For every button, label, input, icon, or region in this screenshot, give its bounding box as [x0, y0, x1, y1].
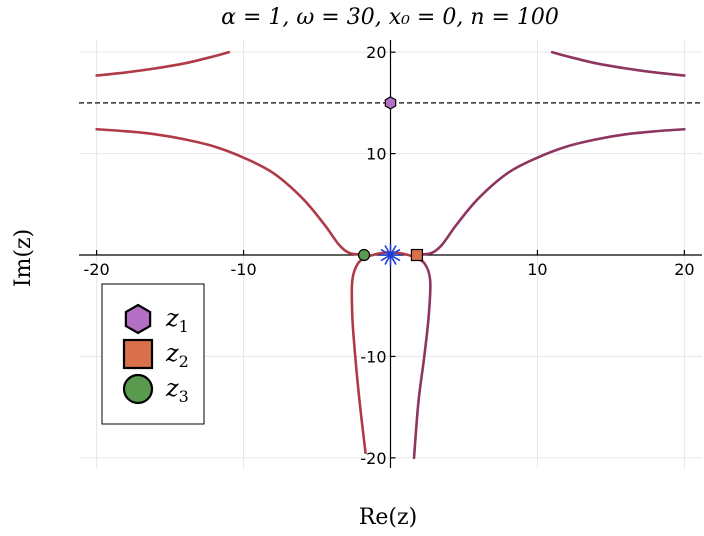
- contour-curve-1: [550, 50, 686, 77]
- z1-marker: [384, 96, 397, 110]
- x-axis-label: Re(z): [359, 505, 417, 530]
- x-tick-label: 20: [674, 260, 694, 279]
- legend-marker-2: [122, 338, 154, 370]
- y-tick-label: -20: [360, 449, 386, 468]
- z3-marker: [357, 248, 371, 262]
- point-markers: [357, 96, 424, 267]
- legend-label-2: z2: [165, 339, 189, 371]
- x-tick-label: 10: [527, 260, 547, 279]
- y-tick-label: -10: [360, 347, 386, 366]
- contour-curve-3: [418, 127, 686, 256]
- legend-marker-3: [122, 373, 154, 405]
- legend-label-3: z3: [165, 374, 189, 406]
- y-axis-label: Im(z): [11, 229, 36, 287]
- chart-title: α = 1, ω = 30, x₀ = 0, n = 100: [221, 5, 559, 30]
- x-tick-label: -20: [84, 260, 110, 279]
- y-tick-label: 10: [366, 145, 386, 164]
- contour-curve-4: [350, 254, 370, 455]
- origin-marker: [379, 244, 402, 267]
- legend-marker-1: [124, 303, 152, 335]
- y-tick-label: 20: [366, 43, 386, 62]
- contour-curve-2: [95, 127, 363, 256]
- axis-ticks: -20 -10 10 20 20 10 -10 -20: [84, 43, 695, 468]
- z2-marker: [410, 248, 424, 262]
- x-tick-label: -10: [230, 260, 256, 279]
- contour-curve-0: [95, 50, 231, 77]
- legend-label-1: z1: [165, 304, 189, 336]
- contour-curve-5: [411, 254, 432, 460]
